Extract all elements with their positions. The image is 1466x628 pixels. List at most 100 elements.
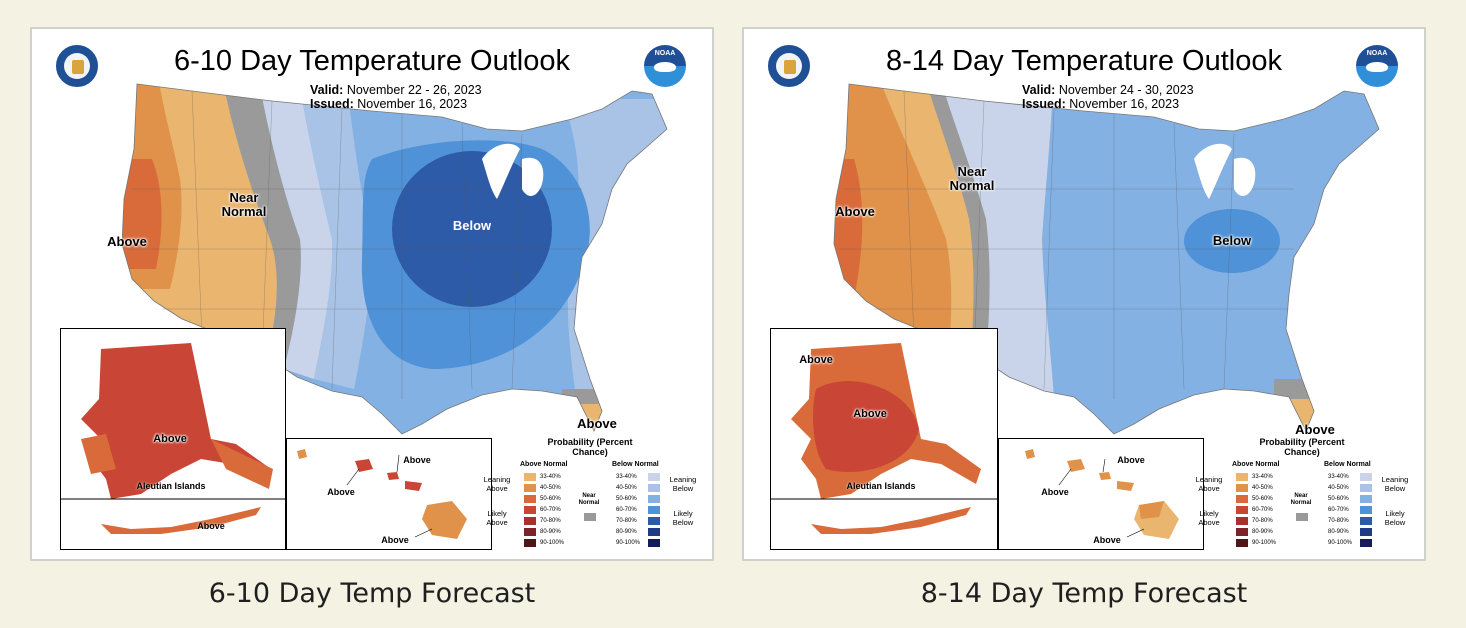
leaning-above-label: Leaning Above: [483, 475, 511, 493]
near-normal-swatch: [1296, 513, 1308, 521]
above-swatch-3: [524, 506, 536, 514]
likely-below-label: Likely Below: [1384, 509, 1406, 527]
above-florida-label: Above: [1295, 422, 1335, 437]
above-normal-header: Above Normal: [1232, 461, 1280, 468]
below-range-label: 60-70%: [616, 507, 637, 513]
below-range-label: 70-80%: [616, 518, 637, 524]
above-swatch-0: [1236, 473, 1248, 481]
below-range-label: 40-50%: [616, 485, 637, 491]
above-range-label: 50-60%: [1252, 496, 1273, 502]
map-8-14: NOAA 8-14 Day Temperature Outlook Valid:…: [754, 39, 1414, 551]
above-swatch-1: [1236, 484, 1248, 492]
noaa-logo-text: NOAA: [1366, 50, 1388, 57]
below-swatch-4: [1360, 517, 1372, 525]
above-range-label: 33-40%: [1252, 474, 1273, 480]
commerce-seal-logo: [768, 45, 810, 87]
leaning-above-label: Leaning Above: [1195, 475, 1223, 493]
below-swatch-4: [648, 517, 660, 525]
below-swatch-2: [1360, 495, 1372, 503]
above-alaska-label-2: Above: [853, 408, 887, 420]
likely-above-label: Likely Above: [1198, 509, 1220, 527]
below-label: Below: [452, 218, 492, 233]
near-normal-label: Near Normal: [949, 164, 995, 193]
above-range-label: 70-80%: [1252, 518, 1273, 524]
map-title: 6-10 Day Temperature Outlook: [173, 45, 570, 77]
below-swatch-1: [648, 484, 660, 492]
above-alaska-label-1: Above: [799, 354, 833, 366]
below-swatch-6: [1360, 539, 1372, 547]
above-range-label: 50-60%: [540, 496, 561, 502]
above-hawaii-1: Above: [1117, 455, 1145, 465]
above-swatch-0: [524, 473, 536, 481]
hawaii-inset: Above Above Above: [286, 438, 492, 550]
above-range-label: 40-50%: [1252, 485, 1273, 491]
below-range-label: 33-40%: [616, 474, 637, 480]
above-hawaii-3: Above: [1093, 535, 1121, 545]
above-swatch-5: [524, 528, 536, 536]
above-range-label: 70-80%: [540, 518, 561, 524]
above-range-label: 60-70%: [1252, 507, 1273, 513]
below-swatch-3: [1360, 506, 1372, 514]
alaska-inset: Above Above Aleutian Islands: [770, 328, 998, 550]
valid-label: Valid:: [1022, 83, 1056, 97]
near-normal-legend-label: Near Normal: [1290, 493, 1312, 506]
leaning-below-label: Leaning Below: [669, 475, 697, 493]
date-block: Valid: November 24 - 30, 2023 Issued: No…: [1022, 83, 1194, 111]
above-range-label: 60-70%: [540, 507, 561, 513]
noaa-logo-text: NOAA: [654, 50, 676, 57]
above-normal-header: Above Normal: [520, 461, 568, 468]
valid-label: Valid:: [310, 83, 344, 97]
likely-above-label: Likely Above: [486, 509, 508, 527]
probability-legend: Probability (Percent Chance) Above Norma…: [480, 437, 700, 551]
above-swatch-2: [1236, 495, 1248, 503]
near-normal-legend-label: Near Normal: [578, 493, 600, 506]
issued-value: November 16, 2023: [1069, 97, 1180, 111]
issued-label: Issued:: [310, 97, 354, 111]
noaa-logo: NOAA: [1356, 45, 1398, 87]
above-hawaii-3: Above: [381, 535, 409, 545]
valid-value: November 22 - 26, 2023: [346, 83, 482, 97]
us-outlook-map: [121, 83, 668, 435]
date-block: Valid: November 22 - 26, 2023 Issued: No…: [310, 83, 482, 111]
above-west-label: Above: [835, 204, 875, 219]
below-swatch-0: [648, 473, 660, 481]
above-range-label: 90-100%: [1252, 540, 1277, 546]
above-swatch-2: [524, 495, 536, 503]
commerce-seal-logo: [56, 45, 98, 87]
map-6-10: NOAA 6-10 Day Temperature Outlook Valid:…: [42, 39, 702, 551]
above-swatch-4: [1236, 517, 1248, 525]
above-swatch-4: [524, 517, 536, 525]
issued-label: Issued:: [1022, 97, 1066, 111]
above-swatch-5: [1236, 528, 1248, 536]
below-range-label: 50-60%: [1328, 496, 1349, 502]
caption-8-14: 8-14 Day Temp Forecast: [920, 578, 1248, 609]
below-swatch-5: [648, 528, 660, 536]
above-florida-label: Above: [577, 416, 617, 431]
legend-title: Probability (Percent Chance): [547, 437, 633, 457]
outlook-panel-8-14: NOAA 8-14 Day Temperature Outlook Valid:…: [742, 27, 1426, 561]
alaska-inset: Aleutian Islands Above Above: [60, 328, 286, 550]
below-range-label: 80-90%: [616, 529, 637, 535]
noaa-logo: NOAA: [644, 45, 686, 87]
valid-value: November 24 - 30, 2023: [1058, 83, 1194, 97]
below-label: Below: [1212, 233, 1252, 248]
legend-title: Probability (Percent Chance): [1259, 437, 1345, 457]
near-normal-label: Near Normal: [221, 190, 267, 219]
outlook-panel-6-10: NOAA 6-10 Day Temperature Outlook Valid:…: [30, 27, 714, 561]
below-range-label: 50-60%: [616, 496, 637, 502]
below-normal-header: Below Normal: [1324, 461, 1371, 468]
below-normal-header: Below Normal: [612, 461, 659, 468]
above-range-label: 80-90%: [1252, 529, 1273, 535]
leaning-below-label: Leaning Below: [1381, 475, 1409, 493]
below-range-label: 80-90%: [1328, 529, 1349, 535]
above-aleutian-label: Above: [197, 521, 225, 531]
above-hawaii-1: Above: [403, 455, 431, 465]
above-range-label: 40-50%: [540, 485, 561, 491]
below-range-label: 90-100%: [616, 540, 641, 546]
aleutian-title: Aleutian Islands: [846, 481, 916, 491]
below-swatch-3: [648, 506, 660, 514]
issued-value: November 16, 2023: [357, 97, 468, 111]
above-range-label: 90-100%: [540, 540, 565, 546]
above-west-label: Above: [107, 234, 147, 249]
hawaii-inset: Above Above Above: [998, 438, 1204, 550]
